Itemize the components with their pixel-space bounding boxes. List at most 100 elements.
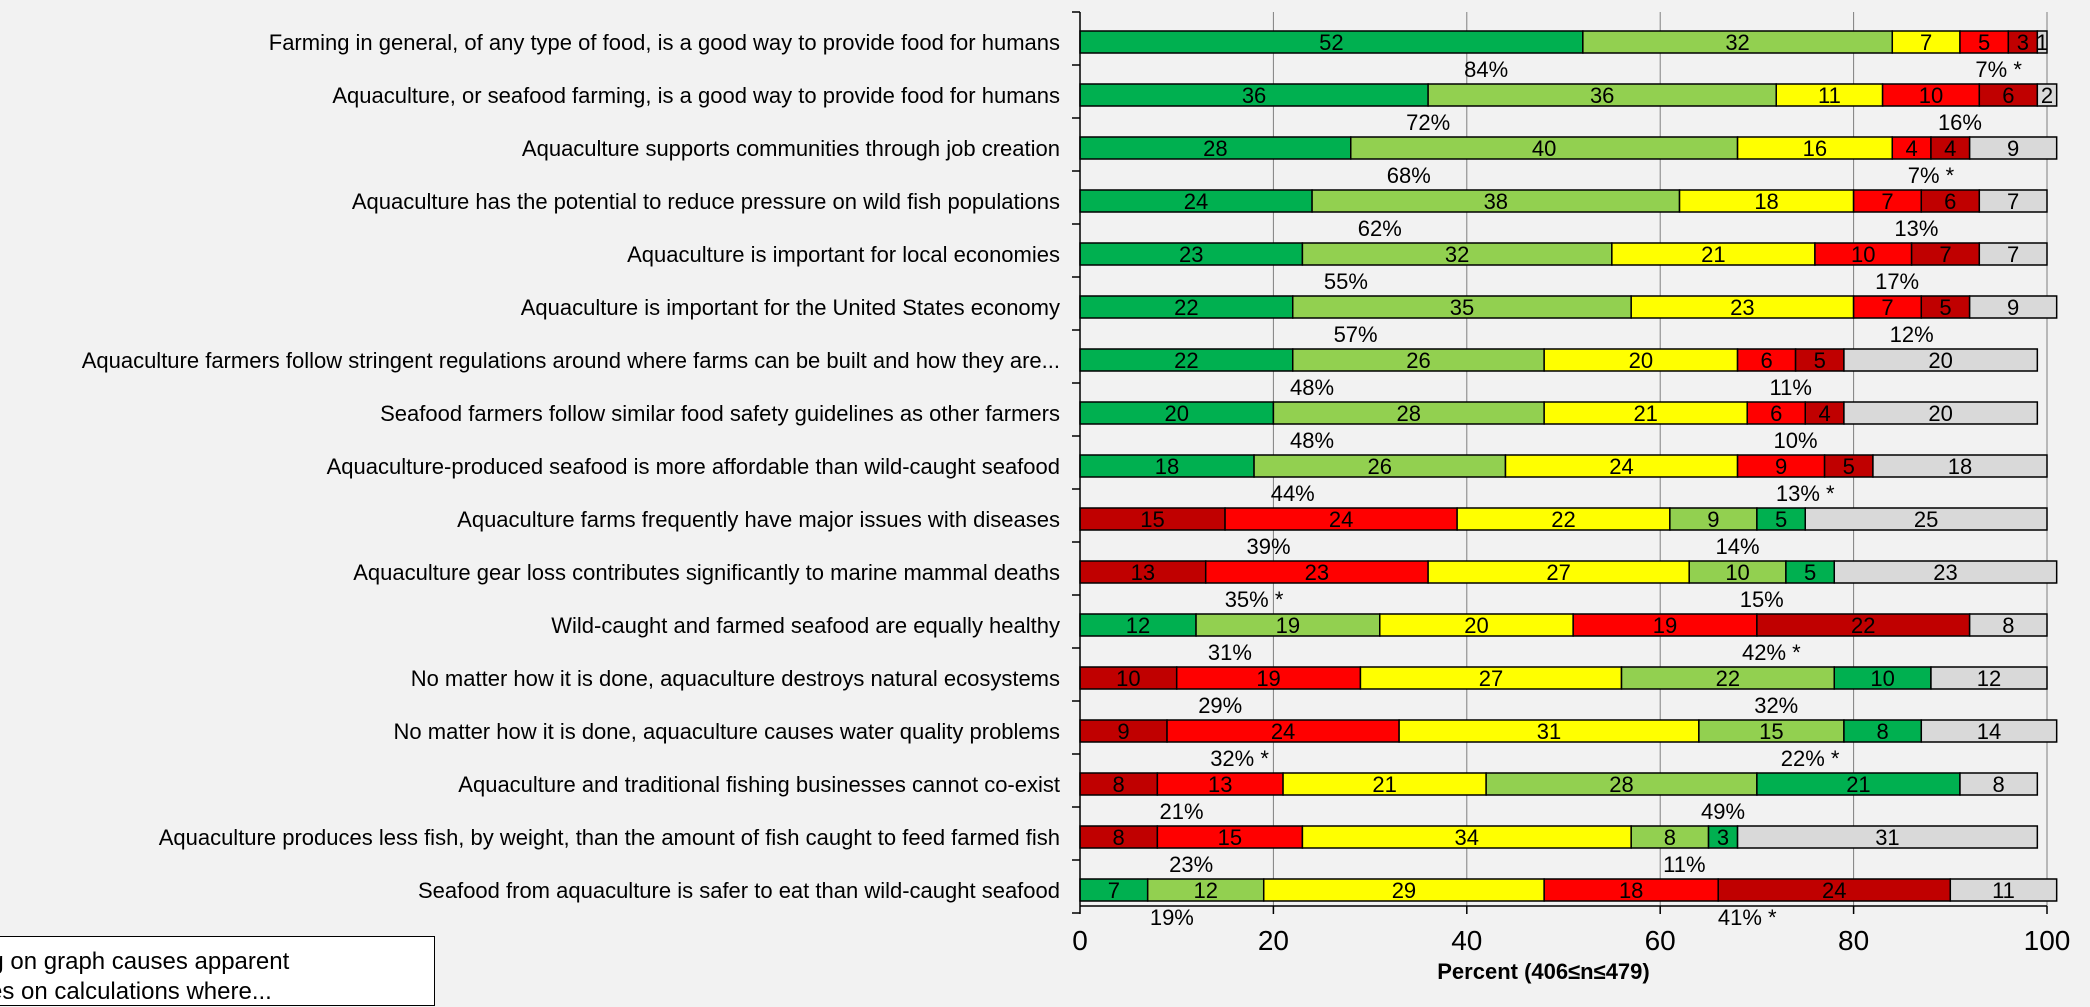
bar-value-label: 7 [1881, 295, 1893, 320]
bar-value-label: 15 [1218, 825, 1242, 850]
left-sum-label: 21% [1160, 799, 1204, 824]
bar-segment [1959, 772, 2039, 796]
category-label: Aquaculture farmers follow stringent reg… [82, 348, 1060, 373]
right-sum-label: 49% [1701, 799, 1745, 824]
bar-value-label: 22 [1174, 295, 1198, 320]
bar-value-label: 52 [1319, 30, 1343, 55]
bar-value-label: 34 [1455, 825, 1479, 850]
bar-value-label: 20 [1164, 401, 1188, 426]
left-sum-label: 29% [1198, 693, 1242, 718]
bar-value-label: 8 [1113, 825, 1125, 850]
bar-segment [1804, 507, 2048, 531]
bar-value-label: 12 [1126, 613, 1150, 638]
bar-value-label: 5 [1775, 507, 1787, 532]
category-label: Seafood from aquaculture is safer to eat… [418, 878, 1060, 903]
category-label: Aquaculture produces less fish, by weigh… [159, 825, 1060, 850]
bar-segment [1968, 295, 2058, 319]
bar-value-label: 24 [1271, 719, 1295, 744]
bar-value-label: 20 [1464, 613, 1488, 638]
left-sum-label: 68% [1387, 163, 1431, 188]
bar-value-label: 13 [1131, 560, 1155, 585]
bar-value-label: 7 [2007, 189, 2019, 214]
bar-segment [1920, 719, 2058, 743]
left-sum-label: 32% * [1210, 746, 1269, 771]
bar-value-label: 19 [1653, 613, 1677, 638]
bar-value-label: 38 [1484, 189, 1508, 214]
bar-value-label: 21 [1846, 772, 1870, 797]
bar-value-label: 9 [2007, 295, 2019, 320]
category-label: Seafood farmers follow similar food safe… [380, 401, 1060, 426]
left-sum-label: 35% * [1225, 587, 1284, 612]
rounding-note-line-1: nding on graph causes apparent [0, 948, 290, 975]
bar-value-label: 22 [1174, 348, 1198, 373]
bar-segment [2036, 83, 2058, 107]
bar-value-label: 26 [1406, 348, 1430, 373]
bar-value-label: 2 [2041, 83, 2053, 108]
bar-value-label: 20 [1928, 348, 1952, 373]
bar-value-label: 8 [1113, 772, 1125, 797]
category-label: Aquaculture has the potential to reduce … [352, 189, 1060, 214]
bar-value-label: 3 [2017, 30, 2029, 55]
bar-value-label: 18 [1155, 454, 1179, 479]
bar-value-label: 40 [1532, 136, 1556, 161]
bar-value-label: 5 [1939, 295, 1951, 320]
bar-segment [1978, 189, 2048, 213]
x-tick-label: 60 [1645, 925, 1676, 956]
bar-segment [1843, 401, 2039, 425]
bar-value-label: 9 [2007, 136, 2019, 161]
bar-value-label: 8 [1664, 825, 1676, 850]
bar-value-label: 23 [1933, 560, 1957, 585]
left-sum-label: 31% [1208, 640, 1252, 665]
bar-value-label: 7 [1881, 189, 1893, 214]
bar-segment [1843, 348, 2039, 372]
rounding-note: nding on graph causes apparent ancies on… [0, 936, 435, 1006]
bar-value-label: 25 [1914, 507, 1938, 532]
bar-value-label: 7 [1939, 242, 1951, 267]
bar-value-label: 27 [1546, 560, 1570, 585]
left-sum-label: 48% [1290, 375, 1334, 400]
bar-value-label: 9 [1117, 719, 1129, 744]
category-label: No matter how it is done, aquaculture de… [411, 666, 1060, 691]
bar-value-label: 18 [1619, 878, 1643, 903]
bar-value-label: 27 [1479, 666, 1503, 691]
bar-value-label: 28 [1397, 401, 1421, 426]
x-tick-label: 100 [2024, 925, 2071, 956]
bar-value-label: 32 [1725, 30, 1749, 55]
left-sum-label: 23% [1169, 852, 1213, 877]
x-axis-title: Percent (406≤n≤479) [1437, 959, 1649, 984]
bar-value-label: 1 [2036, 30, 2048, 55]
right-sum-label: 42% * [1742, 640, 1801, 665]
category-label: Aquaculture-produced seafood is more aff… [327, 454, 1060, 479]
bar-segment [1930, 666, 2048, 690]
bar-value-label: 19 [1276, 613, 1300, 638]
bar-segment [1949, 878, 2058, 902]
x-tick-label: 20 [1258, 925, 1289, 956]
left-sum-label: 62% [1358, 216, 1402, 241]
left-sum-label: 39% [1247, 534, 1291, 559]
bar-value-label: 13 [1208, 772, 1232, 797]
right-sum-label: 15% [1740, 587, 1784, 612]
bar-value-label: 12 [1977, 666, 2001, 691]
right-sum-label: 14% [1716, 534, 1760, 559]
category-label: Aquaculture is important for the United … [521, 295, 1060, 320]
bar-segment [2036, 30, 2048, 54]
bar-value-label: 5 [1814, 348, 1826, 373]
bar-value-label: 3 [1717, 825, 1729, 850]
bar-value-label: 7 [1108, 878, 1120, 903]
bar-value-label: 6 [1760, 348, 1772, 373]
bar-value-label: 22 [1551, 507, 1575, 532]
left-sum-label: 48% [1290, 428, 1334, 453]
bar-value-label: 11 [1992, 878, 2015, 903]
bar-value-label: 21 [1701, 242, 1725, 267]
bar-value-label: 9 [1775, 454, 1787, 479]
bar-value-label: 21 [1633, 401, 1657, 426]
left-sum-label: 44% [1271, 481, 1315, 506]
bar-value-label: 21 [1372, 772, 1396, 797]
bar-value-label: 9 [1707, 507, 1719, 532]
right-sum-label: 13% * [1776, 481, 1835, 506]
bar-value-label: 7 [2007, 242, 2019, 267]
bar-value-label: 5 [1843, 454, 1855, 479]
right-sum-label: 12% [1890, 322, 1934, 347]
bar-value-label: 5 [1978, 30, 1990, 55]
